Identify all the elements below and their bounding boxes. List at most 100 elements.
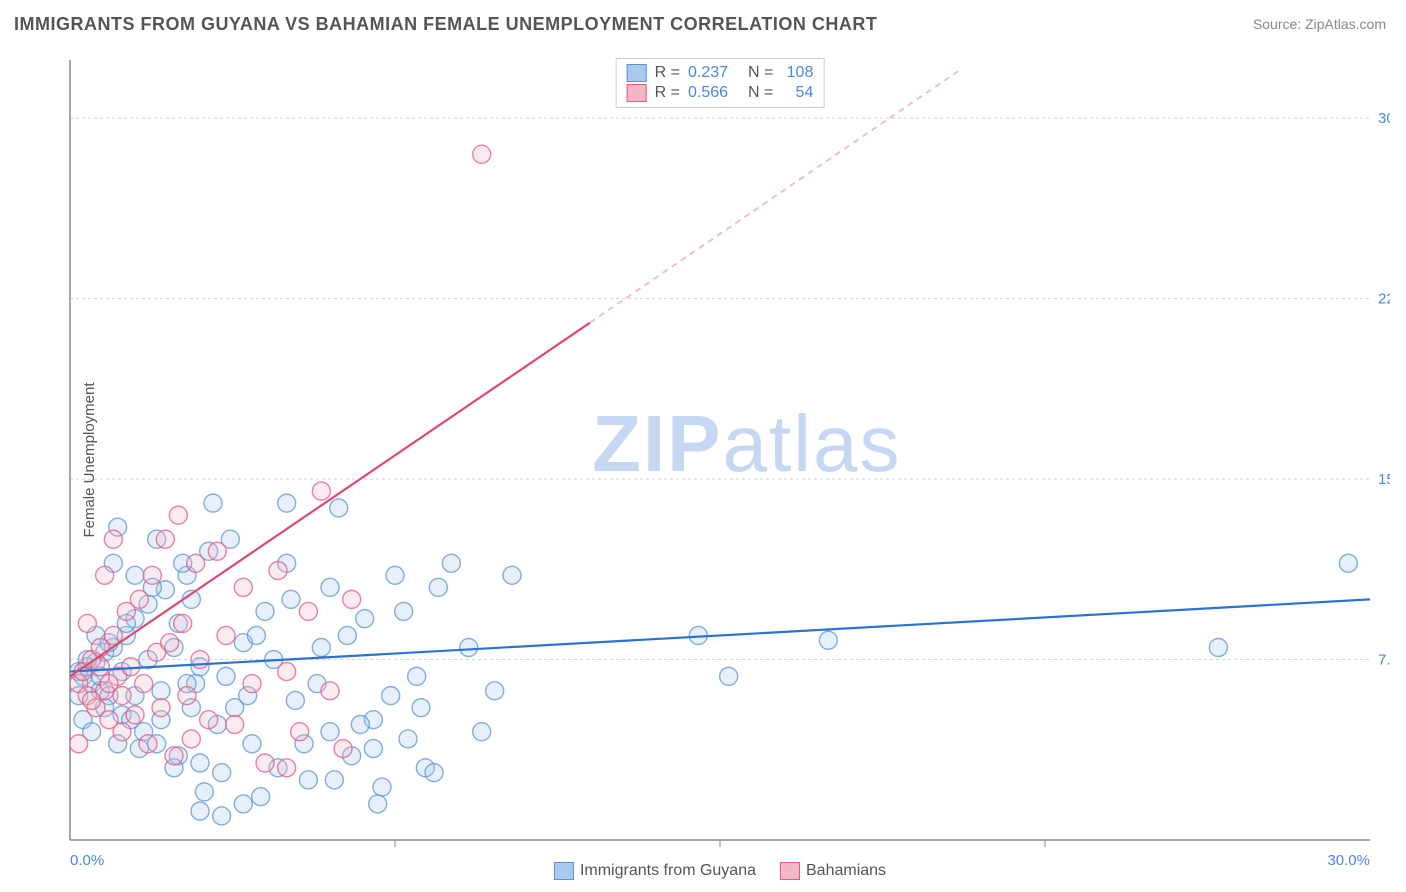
legend-n-label: N =	[748, 84, 773, 102]
data-point	[503, 566, 521, 584]
data-point	[126, 706, 144, 724]
data-point	[299, 602, 317, 620]
data-point	[819, 631, 837, 649]
data-point	[425, 764, 443, 782]
data-point	[460, 639, 478, 657]
legend-row: R = 0.566 N = 54	[627, 83, 814, 103]
data-point	[247, 626, 265, 644]
data-point	[343, 590, 361, 608]
data-point	[382, 687, 400, 705]
data-point	[321, 723, 339, 741]
data-point	[291, 723, 309, 741]
y-tick-label: 30.0%	[1378, 110, 1390, 127]
data-point	[156, 530, 174, 548]
data-point	[282, 590, 300, 608]
plot-area	[70, 50, 1370, 825]
data-point	[334, 740, 352, 758]
data-point	[70, 735, 88, 753]
source-link[interactable]: ZipAtlas.com	[1305, 16, 1386, 32]
data-point	[191, 802, 209, 820]
data-point	[256, 754, 274, 772]
data-point	[473, 145, 491, 163]
data-point	[486, 682, 504, 700]
data-point	[442, 554, 460, 572]
data-point	[243, 735, 261, 753]
legend-n-value: 54	[781, 84, 813, 102]
data-point	[364, 740, 382, 758]
legend-label: Bahamians	[806, 862, 886, 880]
data-point	[1339, 554, 1357, 572]
legend-r-value: 0.237	[688, 64, 740, 82]
legend-r-label: R =	[655, 84, 680, 102]
data-point	[243, 675, 261, 693]
legend-n-label: N =	[748, 64, 773, 82]
data-point	[234, 578, 252, 596]
legend-item: Immigrants from Guyana	[554, 862, 756, 880]
data-point	[338, 626, 356, 644]
data-point	[78, 614, 96, 632]
data-point	[351, 716, 369, 734]
data-point	[395, 602, 413, 620]
data-point	[152, 682, 170, 700]
data-point	[234, 795, 252, 813]
data-point	[100, 675, 118, 693]
legend-label: Immigrants from Guyana	[580, 862, 756, 880]
data-point	[1209, 639, 1227, 657]
data-point	[386, 566, 404, 584]
data-point	[325, 771, 343, 789]
data-point	[373, 778, 391, 796]
source-label: Source:	[1253, 16, 1305, 32]
data-point	[399, 730, 417, 748]
scatter-plot: 7.5%15.0%22.5%30.0%0.0%30.0%	[50, 50, 1390, 870]
correlation-legend: R = 0.237 N = 108 R = 0.566 N = 54	[616, 58, 825, 108]
data-point	[312, 482, 330, 500]
data-point	[330, 499, 348, 517]
data-point	[208, 542, 226, 560]
x-tick-label: 0.0%	[70, 852, 104, 869]
legend-row: R = 0.237 N = 108	[627, 63, 814, 83]
data-point	[135, 675, 153, 693]
data-point	[473, 723, 491, 741]
data-point	[213, 807, 231, 825]
data-point	[429, 578, 447, 596]
data-point	[143, 566, 161, 584]
data-point	[182, 730, 200, 748]
legend-swatch	[627, 84, 647, 102]
legend-r-label: R =	[655, 64, 680, 82]
data-point	[96, 566, 114, 584]
data-point	[152, 699, 170, 717]
legend-item: Bahamians	[780, 862, 886, 880]
y-tick-label: 7.5%	[1378, 652, 1390, 669]
data-point	[178, 687, 196, 705]
data-point	[226, 716, 244, 734]
data-point	[278, 663, 296, 681]
data-point	[321, 682, 339, 700]
data-point	[213, 764, 231, 782]
x-tick-label: 30.0%	[1327, 852, 1370, 869]
chart-title: IMMIGRANTS FROM GUYANA VS BAHAMIAN FEMAL…	[14, 14, 877, 35]
data-point	[191, 651, 209, 669]
data-point	[312, 639, 330, 657]
chart-container: Female Unemployment ZIPatlas 7.5%15.0%22…	[50, 50, 1390, 870]
legend-swatch	[554, 862, 574, 880]
legend-n-value: 108	[781, 64, 813, 82]
data-point	[83, 691, 101, 709]
data-point	[278, 494, 296, 512]
data-point	[165, 747, 183, 765]
data-point	[200, 711, 218, 729]
legend-swatch	[780, 862, 800, 880]
data-point	[412, 699, 430, 717]
y-tick-label: 22.5%	[1378, 291, 1390, 308]
data-point	[217, 626, 235, 644]
data-point	[286, 691, 304, 709]
data-point	[139, 735, 157, 753]
legend-swatch	[627, 64, 647, 82]
legend-r-value: 0.566	[688, 84, 740, 102]
data-point	[217, 667, 235, 685]
series-legend: Immigrants from Guyana Bahamians	[554, 862, 886, 880]
data-point	[104, 530, 122, 548]
data-point	[174, 614, 192, 632]
data-point	[252, 788, 270, 806]
source-attribution: Source: ZipAtlas.com	[1253, 16, 1386, 32]
data-point	[169, 506, 187, 524]
